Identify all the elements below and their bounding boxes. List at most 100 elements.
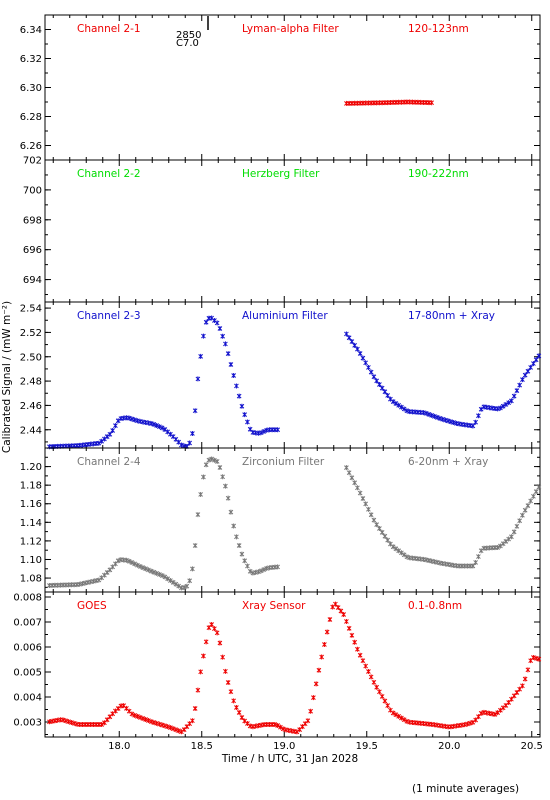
data-point (495, 544, 501, 550)
data-point (113, 423, 118, 429)
data-point (401, 552, 407, 558)
data-point (360, 355, 366, 361)
data-point (124, 557, 129, 563)
data-point (327, 617, 333, 622)
data-point (234, 705, 239, 710)
data-point (195, 512, 201, 518)
data-point (231, 372, 237, 378)
data-point (245, 419, 250, 425)
y-tick-label: 2.48 (20, 377, 42, 388)
data-point (198, 491, 204, 497)
y-tick-label: 0.008 (13, 593, 42, 604)
panel-4: 1.08 1.10 1.12 1.14 1.16 1.18 1.20 Channel 2-4 Z… (20, 447, 542, 593)
data-point (528, 364, 534, 370)
data-point (104, 434, 110, 440)
data-point (514, 523, 520, 529)
data-point (352, 342, 358, 348)
data-point (352, 639, 358, 645)
data-point (366, 506, 371, 512)
data-point (366, 669, 371, 674)
data-point (385, 537, 391, 543)
data-point (132, 561, 138, 567)
data-point (258, 430, 264, 436)
data-point (511, 393, 517, 399)
data-point (525, 667, 531, 673)
data-point (242, 412, 248, 418)
data-point (498, 707, 503, 713)
y-tick-label: 1.12 (20, 536, 42, 547)
channel-label: Channel 2-1 (77, 23, 141, 35)
y-tick-label: 696 (23, 245, 42, 256)
data-point (349, 339, 355, 345)
data-point (71, 720, 77, 726)
data-point (203, 462, 209, 468)
data-point (500, 403, 506, 409)
data-point (212, 626, 217, 632)
data-point (443, 417, 448, 423)
data-point (220, 333, 226, 339)
data-point (390, 544, 396, 550)
y-tick-label: 1.14 (20, 518, 42, 529)
data-point (157, 571, 162, 577)
data-point (448, 419, 454, 425)
data-point (159, 573, 165, 579)
data-point (528, 498, 534, 504)
data-point (192, 706, 198, 711)
data-point (338, 608, 344, 614)
data-point (476, 554, 481, 560)
data-point (236, 542, 242, 548)
x-axis-label: Time / h UTC, 31 Jan 2028 (221, 753, 358, 765)
data-point (231, 698, 237, 704)
data-point (225, 351, 231, 357)
data-point (520, 377, 525, 383)
filter-label: Herzberg Filter (242, 168, 320, 180)
y-axis-label: Calibrated Signal / (mW m⁻²) (1, 301, 13, 453)
data-point (214, 630, 220, 636)
data-point (509, 534, 514, 540)
panel-2: 694 696 698 700 702 Channel 2-2 Herzberg Filte… (23, 156, 541, 303)
x-tick-label: 20.5 (521, 741, 543, 752)
data-point (261, 428, 267, 434)
data-point (506, 536, 512, 542)
data-point (225, 495, 231, 501)
data-point (522, 676, 528, 682)
data-point (231, 523, 237, 529)
data-point (159, 425, 165, 431)
data-point (533, 655, 539, 661)
data-point (357, 652, 363, 658)
y-tick-label: 2.46 (20, 401, 42, 412)
data-point (473, 419, 479, 425)
data-point (363, 360, 369, 366)
data-point (63, 718, 69, 724)
data-point (355, 485, 360, 491)
data-point (451, 420, 457, 426)
data-point (423, 410, 429, 416)
data-point (129, 560, 135, 566)
data-point (341, 612, 347, 617)
band-label: 0.1-0.8nm (408, 600, 462, 612)
data-point (198, 669, 204, 675)
data-point (357, 490, 363, 496)
data-point (157, 424, 162, 430)
data-point (151, 720, 157, 725)
data-point (148, 420, 154, 426)
y-tick-label: 6.28 (20, 112, 42, 123)
data-point (465, 721, 470, 727)
data-point (533, 357, 539, 363)
data-point (239, 551, 245, 557)
data-point (536, 656, 542, 662)
data-point (217, 465, 223, 471)
data-point (426, 411, 432, 417)
y-tick-label: 1.16 (20, 499, 42, 510)
data-point (168, 725, 173, 731)
data-point (357, 350, 363, 356)
y-tick-label: 2.54 (20, 304, 42, 315)
panel-3: 2.44 2.46 2.48 2.50 2.52 2.54 Channel 2-3 Alumi… (20, 301, 542, 450)
data-point (366, 364, 371, 370)
data-point (495, 406, 501, 412)
data-series (344, 99, 435, 106)
data-point (223, 483, 228, 489)
data-point (432, 413, 437, 419)
y-tick-label: 0.007 (13, 618, 42, 629)
data-point (247, 568, 253, 574)
